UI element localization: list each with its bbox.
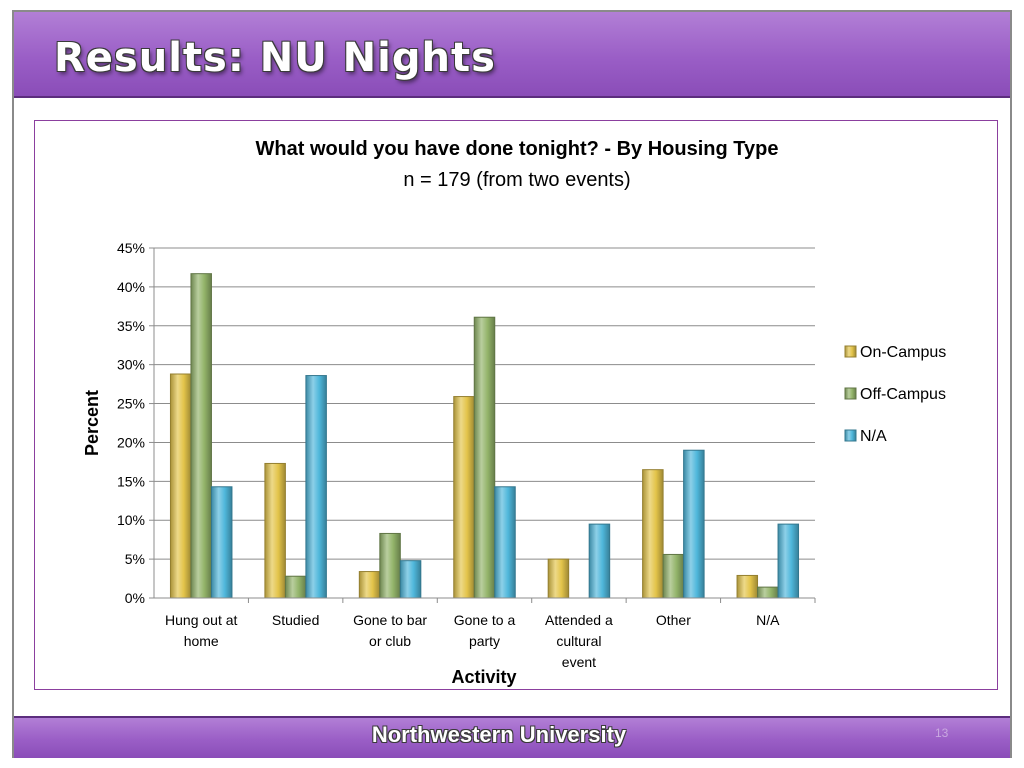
x-axis-label: Activity <box>451 667 516 687</box>
bar <box>683 449 705 599</box>
legend-swatch <box>844 345 857 358</box>
chart-title: What would you have done tonight? - By H… <box>256 138 779 160</box>
x-tick-label: Attended a cultural event <box>545 612 613 670</box>
bar-chart: What would you have done tonight? - By H… <box>82 138 946 687</box>
chart-subtitle: n = 179 (from two events) <box>403 169 630 191</box>
bar <box>642 469 664 599</box>
y-tick-label: 15% <box>117 473 145 489</box>
footer-band <box>14 716 1010 758</box>
chart-container: What would you have done tonight? - By H… <box>34 120 998 690</box>
header-band <box>14 12 1010 98</box>
y-tick-label: 20% <box>117 434 145 450</box>
y-tick-label: 35% <box>117 318 145 334</box>
bar <box>399 560 422 599</box>
bar <box>588 523 611 599</box>
y-tick-label: 40% <box>117 279 145 295</box>
footer-text: Northwestern University <box>371 722 627 747</box>
x-tick-label: Other <box>656 612 691 628</box>
bar <box>210 486 233 599</box>
bar <box>169 373 192 599</box>
x-tick-label: Gone to a party <box>454 612 516 649</box>
x-tick-label: N/A <box>756 612 780 628</box>
page-number: 13 <box>935 726 949 740</box>
bar <box>358 571 381 599</box>
bar <box>453 396 475 599</box>
slide-title: Results: NU Nights <box>54 35 496 81</box>
legend-label: N/A <box>860 428 887 445</box>
bar <box>284 575 307 599</box>
x-tick-label: Gone to bar or club <box>353 612 427 649</box>
legend-swatch <box>844 387 857 400</box>
legend-label: Off-Campus <box>860 386 946 403</box>
bar <box>662 553 685 599</box>
y-tick-label: 30% <box>117 357 145 373</box>
legend-swatch <box>844 429 857 442</box>
x-tick-label: Hung out at home <box>165 612 237 649</box>
legend-label: On-Campus <box>860 344 946 361</box>
bar <box>473 316 496 599</box>
bar <box>777 523 800 599</box>
y-tick-label: 5% <box>125 551 145 567</box>
bar <box>190 273 212 599</box>
bar <box>736 574 759 599</box>
y-tick-label: 25% <box>117 396 145 412</box>
bar <box>264 462 286 599</box>
bar <box>547 558 570 599</box>
x-tick-label: Studied <box>272 612 319 628</box>
y-axis-label: Percent <box>82 390 102 456</box>
bar <box>379 532 401 599</box>
y-tick-label: 45% <box>117 240 145 256</box>
bar <box>757 586 779 599</box>
y-tick-label: 0% <box>125 590 145 606</box>
bar <box>494 486 516 599</box>
y-tick-label: 10% <box>117 512 145 528</box>
bar <box>305 375 327 599</box>
